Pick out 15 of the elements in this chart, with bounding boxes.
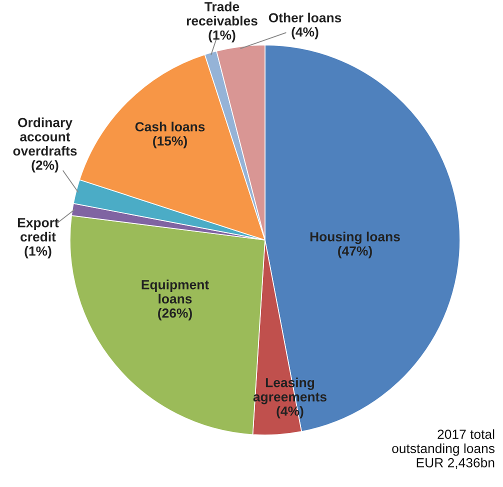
data-label: (26%)	[158, 308, 192, 320]
slice-label: Export credit	[18, 218, 59, 242]
slice-label: Trade receivables	[186, 2, 258, 26]
slice-label: Equipment loans	[142, 280, 209, 304]
text: 2017 total outstanding loans EUR 2,436bn	[392, 429, 495, 469]
data-label: (4%)	[292, 26, 318, 40]
slice-label: Cash loans	[135, 122, 205, 132]
data-label: (1%)	[208, 30, 236, 42]
slice-label: Ordinary account overdrafts	[13, 118, 77, 156]
slice-label: Other loans	[268, 12, 342, 22]
data-label: (2%)	[32, 160, 58, 172]
slice-label: Housing loans	[310, 232, 400, 244]
data-label: (1%)	[24, 246, 52, 258]
data-label: (15%)	[153, 136, 187, 148]
data-label: (47%)	[338, 246, 372, 258]
